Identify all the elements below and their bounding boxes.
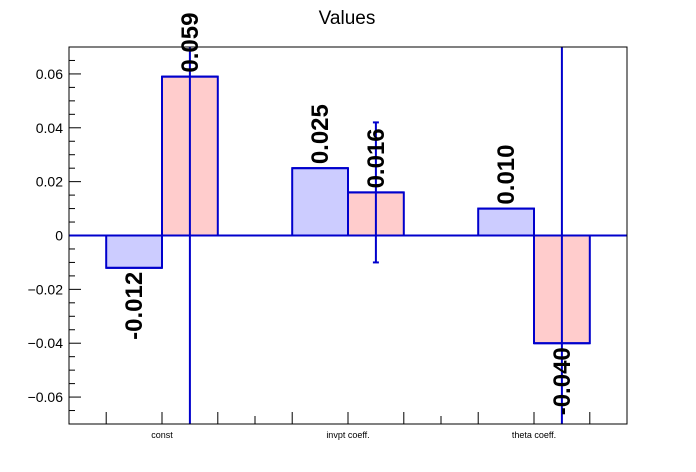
data-label: 0.025 [307, 104, 334, 164]
y-tick-label: −0.04 [28, 335, 64, 351]
y-tick-label: 0.02 [36, 174, 63, 190]
data-labels: -0.012 0.025 0.010 0.059 0.016 -0.040 [121, 13, 576, 416]
x-tick-label: const [151, 430, 173, 440]
y-tick-label: 0 [55, 228, 63, 244]
bar [291, 167, 350, 237]
bars [105, 75, 591, 345]
chart-title: Values [319, 8, 376, 29]
plot-frame [68, 46, 628, 425]
bar [105, 234, 163, 269]
data-label: 0.010 [493, 145, 520, 205]
data-label: 0.059 [177, 13, 204, 73]
y-tick-label: 0.06 [36, 66, 63, 82]
axes: −0.06 −0.04 −0.02 0 0.02 0.04 0.06 const invpt c… [28, 46, 628, 440]
y-tick-label: −0.06 [28, 389, 64, 405]
y-tick-label: 0.04 [36, 120, 63, 136]
x-tick-label: theta coeff. [512, 430, 556, 440]
error-bars [188, 47, 563, 424]
bar [477, 207, 536, 237]
x-tick-label: invpt coeff. [326, 430, 369, 440]
data-label: 0.016 [363, 128, 390, 188]
data-label: -0.012 [121, 272, 148, 340]
y-tick-label: −0.02 [28, 281, 64, 297]
data-label: -0.040 [549, 347, 576, 415]
